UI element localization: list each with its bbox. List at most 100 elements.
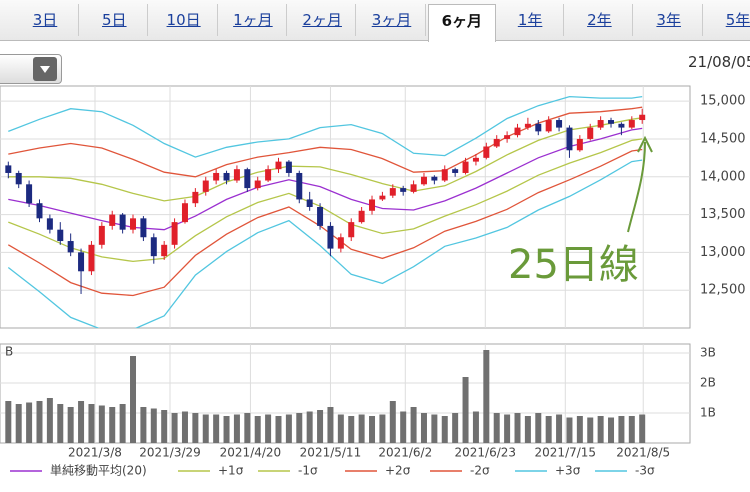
- volume-bar: [88, 404, 95, 443]
- tab[interactable]: 5年: [705, 4, 750, 36]
- candle-body: [514, 127, 521, 136]
- volume-bar: [628, 416, 635, 443]
- volume-bar: [161, 410, 168, 443]
- volume-bar: [244, 413, 251, 443]
- annotation-arrowhead: [637, 135, 653, 153]
- volume-bar: [441, 416, 448, 443]
- volume-bar: [504, 414, 511, 443]
- legend-label: -3σ: [635, 464, 655, 478]
- volume-bar: [296, 413, 303, 443]
- tab[interactable]: 2年: [566, 4, 634, 36]
- candle-body: [462, 161, 469, 173]
- candle-body: [483, 146, 490, 158]
- dropdown-button[interactable]: [33, 57, 57, 81]
- tab[interactable]: 2ヶ月: [289, 4, 357, 36]
- volume-bar: [213, 414, 220, 443]
- candle-body: [223, 172, 230, 181]
- volume-bar: [576, 416, 583, 443]
- y-tick-label: 13,500: [700, 207, 746, 222]
- volume-bar: [36, 401, 43, 443]
- tab[interactable]: 1ヶ月: [220, 4, 287, 36]
- lines: [5, 95, 646, 328]
- candle-body: [161, 244, 168, 257]
- tab[interactable]: 6ヶ月: [427, 4, 496, 42]
- candle-body: [130, 218, 137, 230]
- volume-bar: [514, 413, 521, 443]
- volume-bar: [400, 411, 407, 443]
- volume-bar: [535, 413, 542, 443]
- candle-body: [452, 169, 459, 173]
- candle-body: [628, 120, 635, 128]
- volume-bar: [337, 414, 344, 443]
- y-tick-label: 14,000: [700, 169, 746, 184]
- candle-body: [431, 176, 438, 181]
- volume-unit: B: [5, 345, 13, 359]
- volume-bar: [493, 413, 500, 443]
- dropdown[interactable]: [0, 54, 62, 84]
- volume-bar: [46, 398, 53, 443]
- candle-body: [233, 169, 240, 181]
- legend-label: +1σ: [218, 464, 244, 478]
- volume-bar: [130, 356, 137, 443]
- volume-bar: [369, 416, 376, 443]
- price-frame: [0, 85, 691, 329]
- candle-body: [400, 188, 407, 192]
- volume-bar: [587, 417, 594, 443]
- band-line: [7, 159, 643, 328]
- tab[interactable]: 10日: [151, 4, 218, 36]
- x-tick-label: 2021/6/23: [455, 446, 517, 460]
- volume-bar: [545, 416, 552, 443]
- volume-bar: [483, 350, 490, 443]
- x-tick-label: 2021/5/11: [300, 446, 362, 460]
- volume-bar: [171, 413, 178, 443]
- legend-label: +3σ: [555, 464, 581, 478]
- candle-body: [26, 184, 33, 204]
- y-tick-label: 3B: [700, 346, 716, 360]
- candle-body: [285, 161, 292, 173]
- volume-bar: [317, 410, 324, 443]
- volume-bar: [556, 414, 563, 443]
- volume-bar: [275, 416, 282, 443]
- candle-body: [150, 237, 157, 257]
- dropdown-arrow: [40, 66, 50, 73]
- candle-body: [358, 210, 365, 223]
- candle-body: [78, 252, 85, 272]
- candle-body: [67, 241, 74, 253]
- volume-bar: [431, 414, 438, 443]
- volume-bar: [389, 401, 396, 443]
- band-line: [8, 138, 643, 263]
- volume-bar: [524, 416, 531, 443]
- candle-body: [618, 123, 625, 128]
- candle-body: [36, 203, 43, 219]
- candle-body: [265, 169, 272, 181]
- annotation-arrow: [627, 141, 646, 233]
- candle-body: [181, 203, 188, 223]
- volume-bar: [410, 407, 417, 443]
- volume-bar: [181, 411, 188, 443]
- volume-bar: [618, 416, 625, 443]
- candle-body: [389, 188, 396, 196]
- volume-bar: [119, 404, 126, 443]
- band-line: [8, 127, 643, 231]
- candle-body: [5, 165, 12, 173]
- tab[interactable]: 5日: [81, 4, 149, 36]
- volume-bar: [98, 405, 105, 443]
- x-tick-label: 2021/7/15: [535, 446, 597, 460]
- tab[interactable]: 1年: [497, 4, 565, 36]
- tab[interactable]: 3ヶ月: [359, 4, 426, 36]
- x-tick-label: 2021/8/5: [616, 446, 670, 460]
- volume-bar: [57, 404, 64, 443]
- x-tick-label: 2021/6/2: [378, 446, 432, 460]
- candle-body: [171, 222, 178, 245]
- candle-body: [535, 123, 542, 132]
- band-line: [8, 106, 643, 178]
- volume-bar: [15, 404, 22, 443]
- y-tick-label: 12,500: [700, 283, 746, 298]
- band-line: [8, 95, 643, 158]
- tab[interactable]: 3日: [12, 4, 79, 36]
- candle-body: [119, 214, 126, 230]
- volume-bar: [472, 411, 479, 443]
- tab[interactable]: 3年: [636, 4, 703, 36]
- y-tick-label: 2B: [700, 376, 716, 390]
